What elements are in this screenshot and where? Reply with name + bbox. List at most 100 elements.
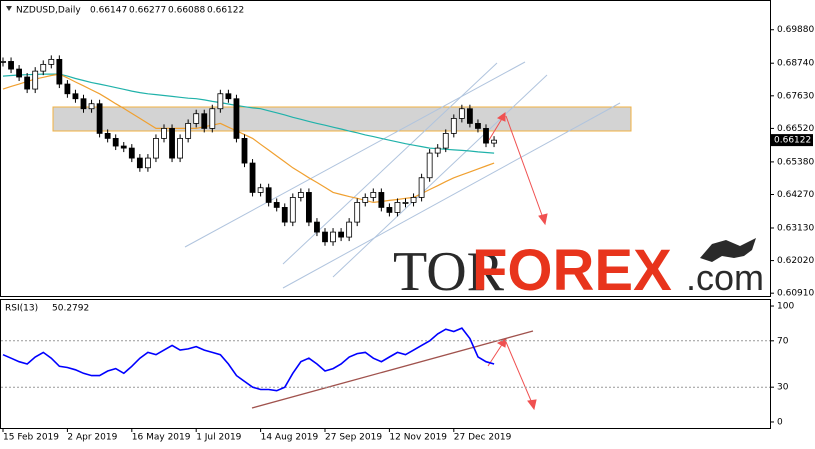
price-tag: 0.66122 — [774, 136, 811, 146]
watermark-forex: FOREX — [472, 238, 672, 303]
price-tag-bg — [771, 134, 813, 147]
candle-body — [48, 58, 55, 65]
candle-body — [104, 133, 111, 139]
y-tick-label: 0.67630 — [777, 91, 814, 101]
candle-body — [410, 197, 417, 203]
candle-body — [458, 108, 465, 119]
y-tick-label: 0.68740 — [777, 59, 814, 69]
x-tick-label: 14 Aug 2019 — [261, 433, 319, 443]
y-tick-label: 0.66520 — [777, 124, 814, 134]
arrow-head — [527, 399, 537, 411]
y-tick-label: 0.65380 — [777, 157, 814, 167]
candle-body — [354, 202, 361, 223]
x-tick-label: 1 Jul 2019 — [196, 433, 241, 443]
candle-body — [64, 83, 71, 95]
candle-body — [128, 147, 135, 159]
candle-body — [426, 152, 433, 179]
watermark-tor: TOR — [393, 241, 505, 303]
x-tick-label: 16 May 2019 — [132, 433, 191, 443]
rsi-title: RSI(13) — [5, 304, 38, 314]
candle-body — [418, 177, 425, 198]
ohlc-open: 0.66147 — [90, 6, 127, 16]
y-tick-label: 30 — [777, 383, 789, 393]
price-panel — [0, 0, 771, 297]
candle-body — [297, 192, 304, 198]
candle-body — [88, 103, 95, 110]
candle-body — [483, 128, 489, 144]
candle-body — [241, 137, 248, 164]
candle-body — [0, 61, 6, 63]
candle-body — [394, 202, 401, 213]
ohlc-high: 0.66277 — [129, 6, 166, 16]
candle-body — [475, 123, 481, 129]
arrow-head — [496, 112, 506, 122]
candle-body — [80, 98, 87, 110]
candle-body — [370, 192, 377, 198]
candle-body — [305, 192, 312, 223]
candle-body — [281, 207, 288, 223]
candle-body — [96, 103, 103, 134]
candle-body — [201, 113, 208, 129]
candle-body — [346, 221, 353, 238]
candle-body — [378, 192, 385, 208]
candle-body — [273, 202, 280, 208]
rsi-trendline — [251, 330, 534, 409]
candle-body — [265, 187, 272, 203]
candle-body — [249, 162, 256, 193]
candle-body — [24, 76, 31, 90]
candle-body — [338, 231, 345, 238]
arrow — [505, 341, 533, 404]
y-tick-label: 100 — [777, 302, 794, 312]
candle-body — [362, 197, 369, 203]
candle-body — [153, 137, 159, 159]
candle-body — [402, 202, 409, 204]
y-tick-label: 0.62020 — [777, 256, 814, 266]
candle-body — [8, 61, 14, 70]
candle-body — [72, 93, 79, 100]
y-tick-label: 0.64270 — [777, 190, 814, 200]
candle-body — [120, 145, 127, 149]
ohlc-close: 0.66122 — [207, 6, 244, 16]
candle-body — [185, 123, 192, 139]
candle-body — [233, 98, 240, 139]
candle-body — [169, 128, 175, 159]
candle-body — [289, 197, 296, 223]
candle-body — [56, 58, 63, 85]
candle-body — [32, 70, 39, 90]
candle-body — [491, 139, 497, 144]
candle-body — [257, 187, 264, 193]
candle-body — [217, 93, 224, 110]
arrow-head — [538, 213, 548, 226]
rsi-panel — [0, 299, 771, 429]
y-tick-label: 70 — [777, 336, 789, 346]
candle-body — [434, 147, 441, 154]
candle-body — [161, 128, 167, 139]
y-tick-label: 0.63130 — [777, 223, 814, 233]
x-tick-label: 27 Sep 2019 — [325, 433, 382, 443]
candle-body — [450, 118, 457, 134]
channel-line — [332, 74, 548, 278]
candle-body — [330, 231, 336, 243]
rsi-last: 50.2792 — [52, 304, 89, 314]
arrow — [505, 115, 544, 219]
candle-body — [209, 108, 216, 129]
candle-body — [193, 113, 200, 124]
ohlc-low: 0.66088 — [168, 6, 205, 16]
candle-body — [322, 231, 328, 243]
candle-body — [466, 108, 473, 124]
candle-body — [112, 137, 119, 147]
y-tick-label: 0.69880 — [777, 25, 814, 35]
candle-body — [177, 137, 184, 159]
arrow — [488, 116, 504, 141]
candle-body — [442, 133, 449, 149]
candle-body — [314, 221, 320, 233]
y-tick-label: 0.60910 — [777, 289, 814, 299]
x-tick-label: 12 Nov 2019 — [389, 433, 447, 443]
resistance-zone — [52, 106, 632, 132]
channel-line — [184, 61, 526, 248]
channel-line — [282, 102, 621, 289]
indicator-line — [2, 73, 495, 154]
candle-body — [386, 207, 393, 213]
candle-body — [225, 93, 232, 100]
